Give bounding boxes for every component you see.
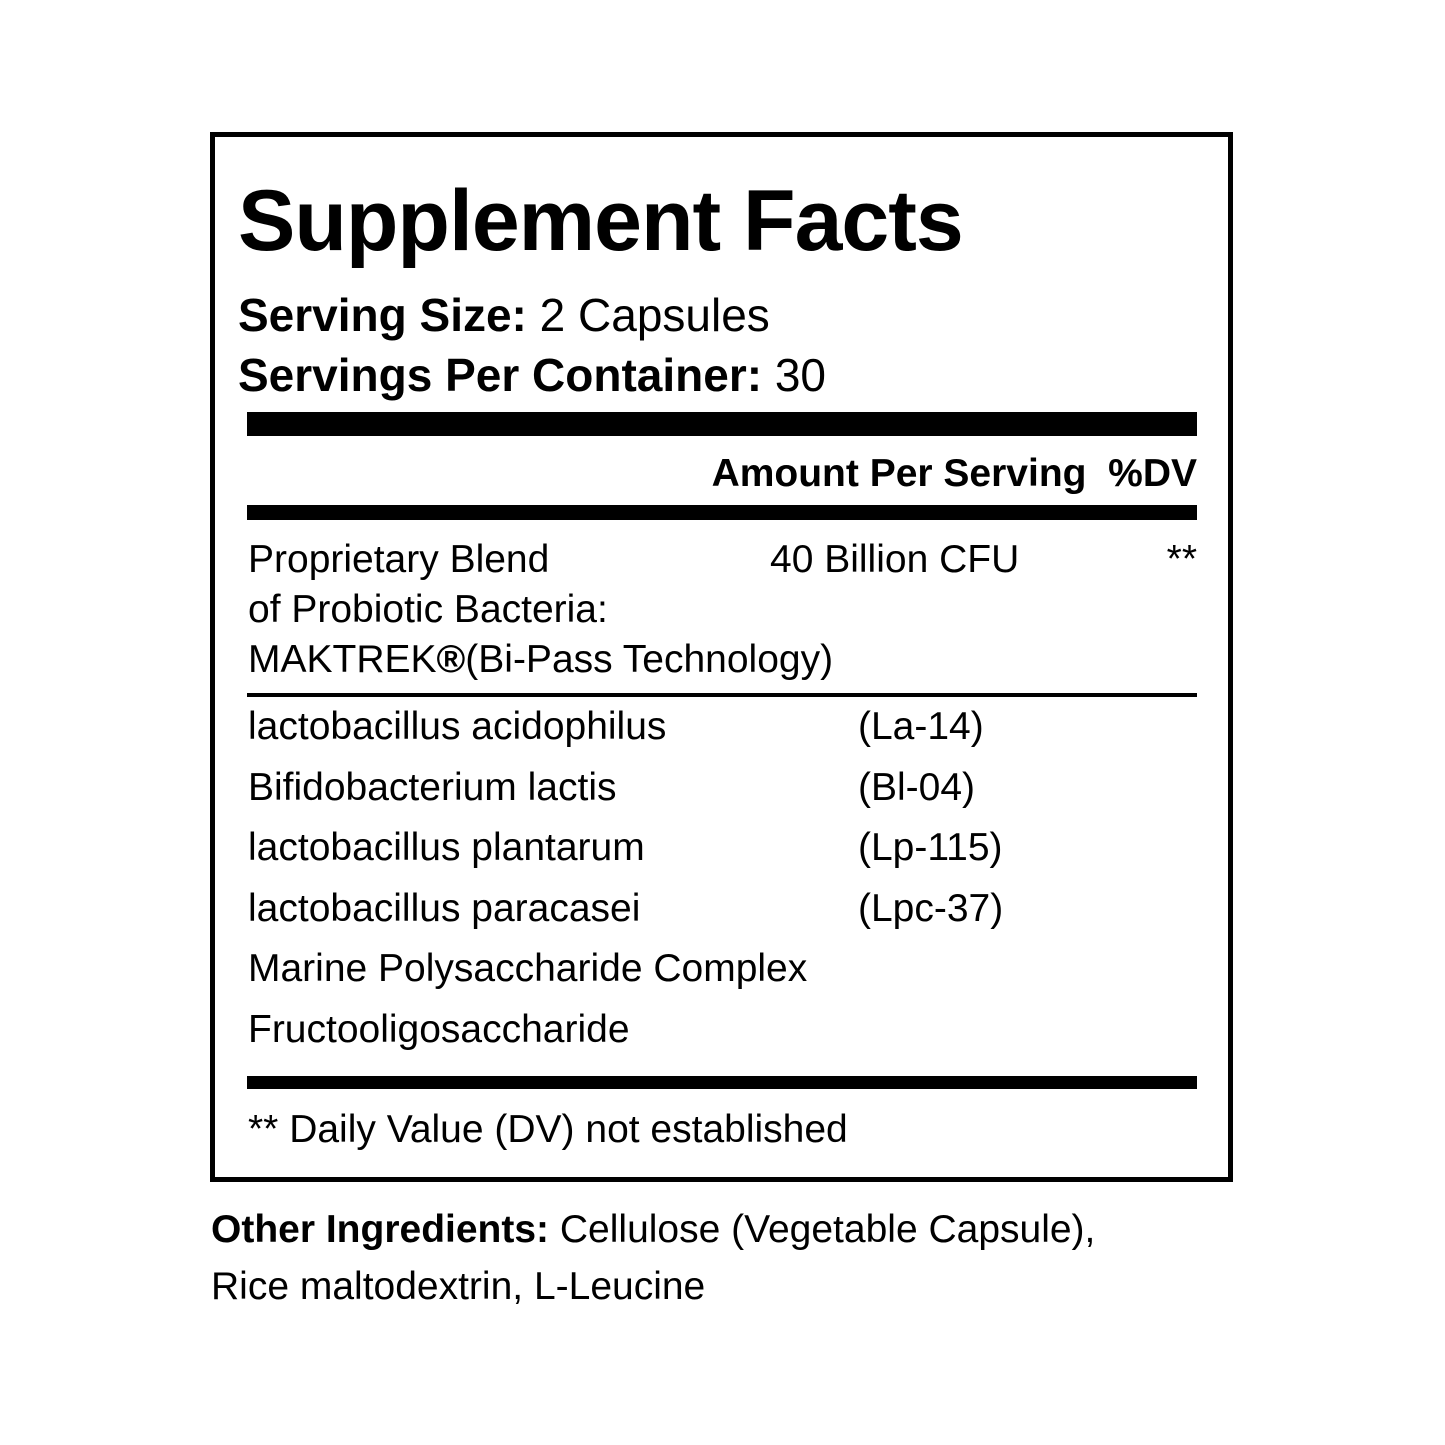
servings-per-container-value: 30 <box>774 349 826 401</box>
blend-dv: ** <box>1166 538 1197 581</box>
panel-title: Supplement Facts <box>238 173 964 269</box>
ingredient-strain: (Lpc-37) <box>858 886 1004 930</box>
medium-divider <box>247 505 1197 520</box>
blend-amount: 40 Billion CFU <box>770 538 1020 581</box>
ingredient-strain: (Lp-115) <box>858 826 1003 869</box>
column-header: Amount Per Serving %DV <box>712 452 1197 496</box>
bottom-divider <box>247 1076 1197 1089</box>
thin-divider <box>247 693 1197 697</box>
amount-per-serving-header: Amount Per Serving <box>711 452 1087 495</box>
ingredient-name: lactobacillus acidophilus <box>248 705 667 748</box>
blend-brand: MAKTREK <box>248 638 437 681</box>
servings-per-container-label: Servings Per Container: <box>238 349 763 401</box>
other-ingredients-label: Other Ingredients: <box>211 1208 550 1251</box>
dv-header: %DV <box>1108 452 1197 495</box>
ingredient-name: Bifidobacterium lactis <box>248 765 617 809</box>
footnote: ** Daily Value (DV) not established <box>248 1108 848 1151</box>
blend-line-3: MAKTREK®(Bi-Pass Technology) <box>248 640 833 679</box>
serving-size-label: Serving Size: <box>238 289 527 341</box>
other-ingredients-text-1: Cellulose (Vegetable Capsule), <box>559 1208 1096 1251</box>
blend-line-2: of Probiotic Bacteria: <box>248 588 608 631</box>
registered-mark: ® <box>436 638 466 681</box>
serving-size-value: 2 Capsules <box>539 289 770 341</box>
servings-per-container: Servings Per Container: 30 <box>238 348 826 402</box>
ingredient-name: lactobacillus paracasei <box>248 886 641 930</box>
supplement-facts-panel <box>210 132 1233 1182</box>
ingredient-name: Fructooligosaccharide <box>248 1007 630 1051</box>
blend-technology: (Bi-Pass Technology) <box>465 638 834 681</box>
ingredient-strain: (La-14) <box>858 705 984 748</box>
other-ingredients-line-2: Rice maltodextrin, L-Leucine <box>211 1265 706 1308</box>
thick-divider <box>247 412 1197 436</box>
other-ingredients-line-1: Other Ingredients: Cellulose (Vegetable … <box>211 1210 1095 1249</box>
ingredient-name: Marine Polysaccharide Complex <box>248 947 808 990</box>
blend-line-1: Proprietary Blend <box>248 538 550 581</box>
ingredient-strain: (Bl-04) <box>858 765 976 809</box>
serving-size: Serving Size: 2 Capsules <box>238 288 770 342</box>
ingredient-name: lactobacillus plantarum <box>248 826 645 869</box>
